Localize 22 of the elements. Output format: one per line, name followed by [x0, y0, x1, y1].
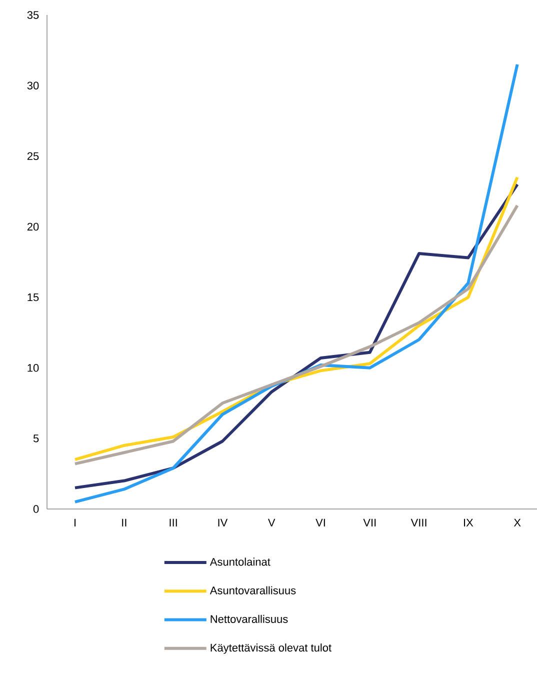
x-tick-label: V [268, 518, 275, 526]
x-tick-label: X [514, 518, 521, 526]
x-tick-label: VII [362, 518, 376, 526]
x-tick-label: III [170, 518, 177, 526]
y-tick-label: 25 [27, 152, 38, 160]
x-tick-label: IX [464, 518, 473, 526]
y-tick-label: 20 [27, 222, 38, 231]
y-tick-label: 15 [27, 293, 38, 302]
legend-label: Asuntolainat [210, 558, 270, 566]
x-tick-label: VIII [410, 518, 426, 526]
x-tick-label: VI [315, 518, 325, 526]
legend-label: Nettovarallisuus [210, 614, 288, 623]
y-tick-label: 10 [27, 364, 38, 372]
y-tick-label: 35 [27, 11, 38, 19]
x-tick-label: II [122, 518, 126, 526]
x-tick-label: I [74, 518, 76, 526]
x-tick-label: IV [218, 518, 228, 526]
y-tick-label: 30 [27, 82, 38, 90]
y-tick-label: 0 [33, 505, 38, 513]
legend-label: Asuntovarallisuus [210, 586, 296, 594]
y-tick-label: 5 [33, 434, 38, 442]
legend-label: Käytettävissä olevat tulot [210, 644, 332, 654]
